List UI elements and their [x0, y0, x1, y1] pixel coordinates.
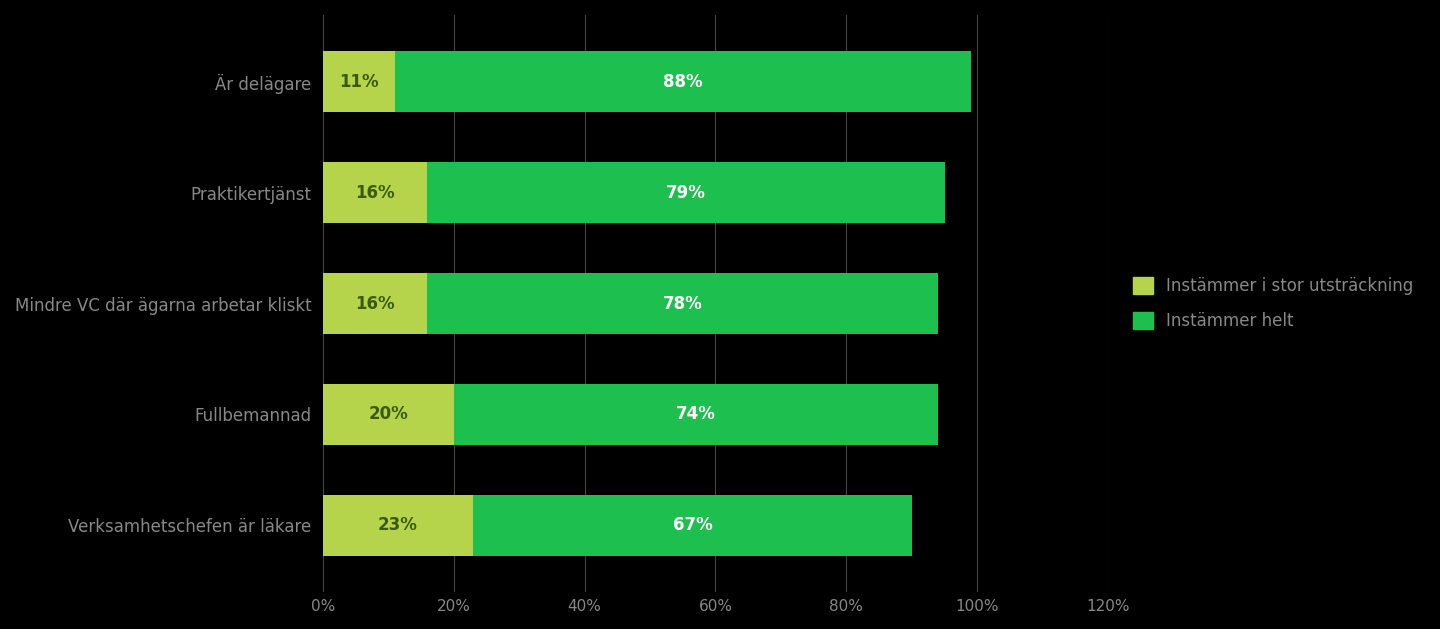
Bar [323, 273, 428, 334]
Text: 16%: 16% [356, 184, 395, 201]
Text: 74%: 74% [675, 406, 716, 423]
Legend: Instämmer i stor utsträckning, Instämmer helt: Instämmer i stor utsträckning, Instämmer… [1125, 269, 1421, 338]
Bar [428, 273, 937, 334]
Bar [428, 162, 945, 223]
Bar [323, 495, 474, 556]
Bar [323, 51, 395, 112]
Text: 20%: 20% [369, 406, 408, 423]
Text: 23%: 23% [379, 516, 418, 535]
Bar [474, 495, 912, 556]
Text: 88%: 88% [662, 72, 703, 91]
Text: 16%: 16% [356, 294, 395, 313]
Text: 79%: 79% [667, 184, 706, 201]
Bar [395, 51, 971, 112]
Bar [323, 162, 428, 223]
Bar [323, 384, 454, 445]
Text: 78%: 78% [662, 294, 703, 313]
Bar [454, 384, 937, 445]
Text: 67%: 67% [672, 516, 713, 535]
Text: 11%: 11% [338, 72, 379, 91]
